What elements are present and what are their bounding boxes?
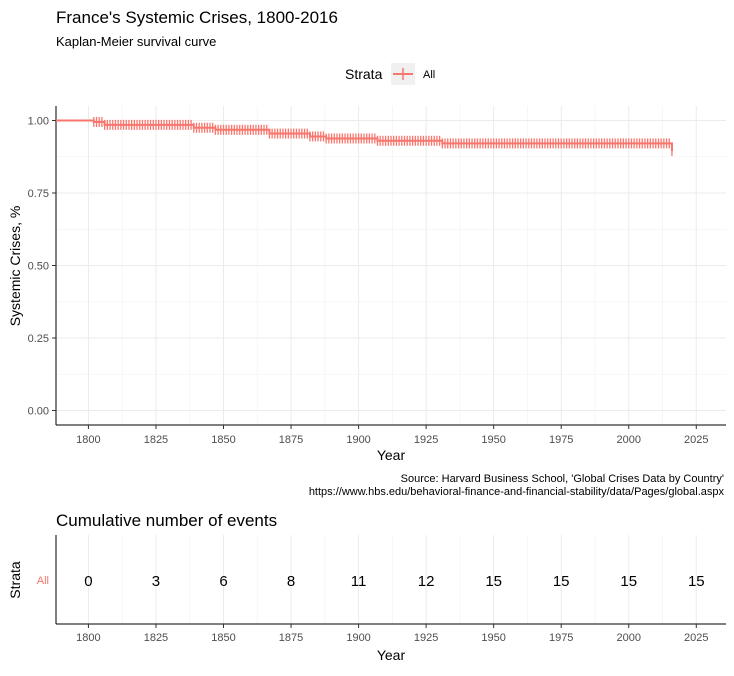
table-x-tick-label: 1950 bbox=[481, 632, 505, 644]
main-y-axis-label: Systemic Crises, % bbox=[7, 206, 23, 327]
source-note-line-1: Source: Harvard Business School, 'Global… bbox=[401, 473, 724, 485]
legend: Strata All bbox=[345, 63, 435, 85]
chart-subtitle: Kaplan-Meier survival curve bbox=[56, 34, 216, 49]
legend-title: Strata bbox=[345, 66, 383, 82]
event-count: 15 bbox=[620, 573, 637, 590]
table-x-tick-label: 1900 bbox=[346, 632, 370, 644]
x-tick-label: 1875 bbox=[279, 434, 303, 446]
event-count: 0 bbox=[84, 573, 92, 590]
event-count: 6 bbox=[219, 573, 227, 590]
km-series-all bbox=[56, 116, 673, 156]
x-tick-label: 1925 bbox=[414, 434, 438, 446]
chart-title: France's Systemic Crises, 1800-2016 bbox=[56, 8, 338, 27]
x-tick-label: 1800 bbox=[76, 434, 100, 446]
table-x-tick-label: 2000 bbox=[616, 632, 640, 644]
y-tick-label: 0.75 bbox=[28, 188, 49, 200]
x-tick-label: 1975 bbox=[549, 434, 573, 446]
event-count: 15 bbox=[553, 573, 570, 590]
x-tick-label: 2000 bbox=[616, 434, 640, 446]
event-count: 15 bbox=[485, 573, 502, 590]
table-x-tick-label: 1925 bbox=[414, 632, 438, 644]
main-x-axis-label: Year bbox=[377, 447, 406, 463]
table-x-tick-label: 1975 bbox=[549, 632, 573, 644]
table-x-tick-label: 1825 bbox=[144, 632, 168, 644]
x-tick-label: 1825 bbox=[144, 434, 168, 446]
table-row-label-all: All bbox=[37, 575, 49, 587]
table-x-axis-label: Year bbox=[377, 647, 406, 663]
table-x-tick-label: 1875 bbox=[279, 632, 303, 644]
event-count: 15 bbox=[688, 573, 705, 590]
y-tick-label: 0.25 bbox=[28, 333, 49, 345]
legend-entry-all: All bbox=[423, 69, 435, 81]
x-tick-label: 1900 bbox=[346, 434, 370, 446]
event-count: 12 bbox=[418, 573, 435, 590]
source-note-line-2: https://www.hbs.edu/behavioral-finance-a… bbox=[309, 486, 725, 498]
y-tick-label: 0.00 bbox=[28, 406, 49, 418]
main-grid bbox=[56, 106, 726, 425]
main-x-ticks: 1800 1825 1850 1875 1900 1925 1950 1975 2000 2025 bbox=[76, 425, 709, 446]
table-x-ticks: 1800 1825 1850 1875 1900 1925 1950 1975 2000 2025 bbox=[76, 624, 709, 644]
table-y-axis-label: Strata bbox=[7, 561, 23, 599]
x-tick-label: 1850 bbox=[211, 434, 235, 446]
y-tick-label: 0.50 bbox=[28, 261, 49, 273]
main-y-ticks: 0.00 0.25 0.50 0.75 1.00 bbox=[28, 116, 56, 418]
event-count: 8 bbox=[287, 573, 295, 590]
x-tick-label: 1950 bbox=[481, 434, 505, 446]
table-x-tick-label: 1850 bbox=[211, 632, 235, 644]
table-x-tick-label: 1800 bbox=[76, 632, 100, 644]
table-title: Cumulative number of events bbox=[56, 511, 277, 530]
y-tick-label: 1.00 bbox=[28, 116, 49, 128]
table-grid bbox=[87, 535, 697, 624]
table-x-tick-label: 2025 bbox=[684, 632, 708, 644]
event-count: 11 bbox=[351, 573, 367, 590]
x-tick-label: 2025 bbox=[684, 434, 708, 446]
event-count: 3 bbox=[152, 573, 160, 590]
table-counts: 0 3 6 8 11 12 15 15 15 15 bbox=[84, 573, 704, 590]
